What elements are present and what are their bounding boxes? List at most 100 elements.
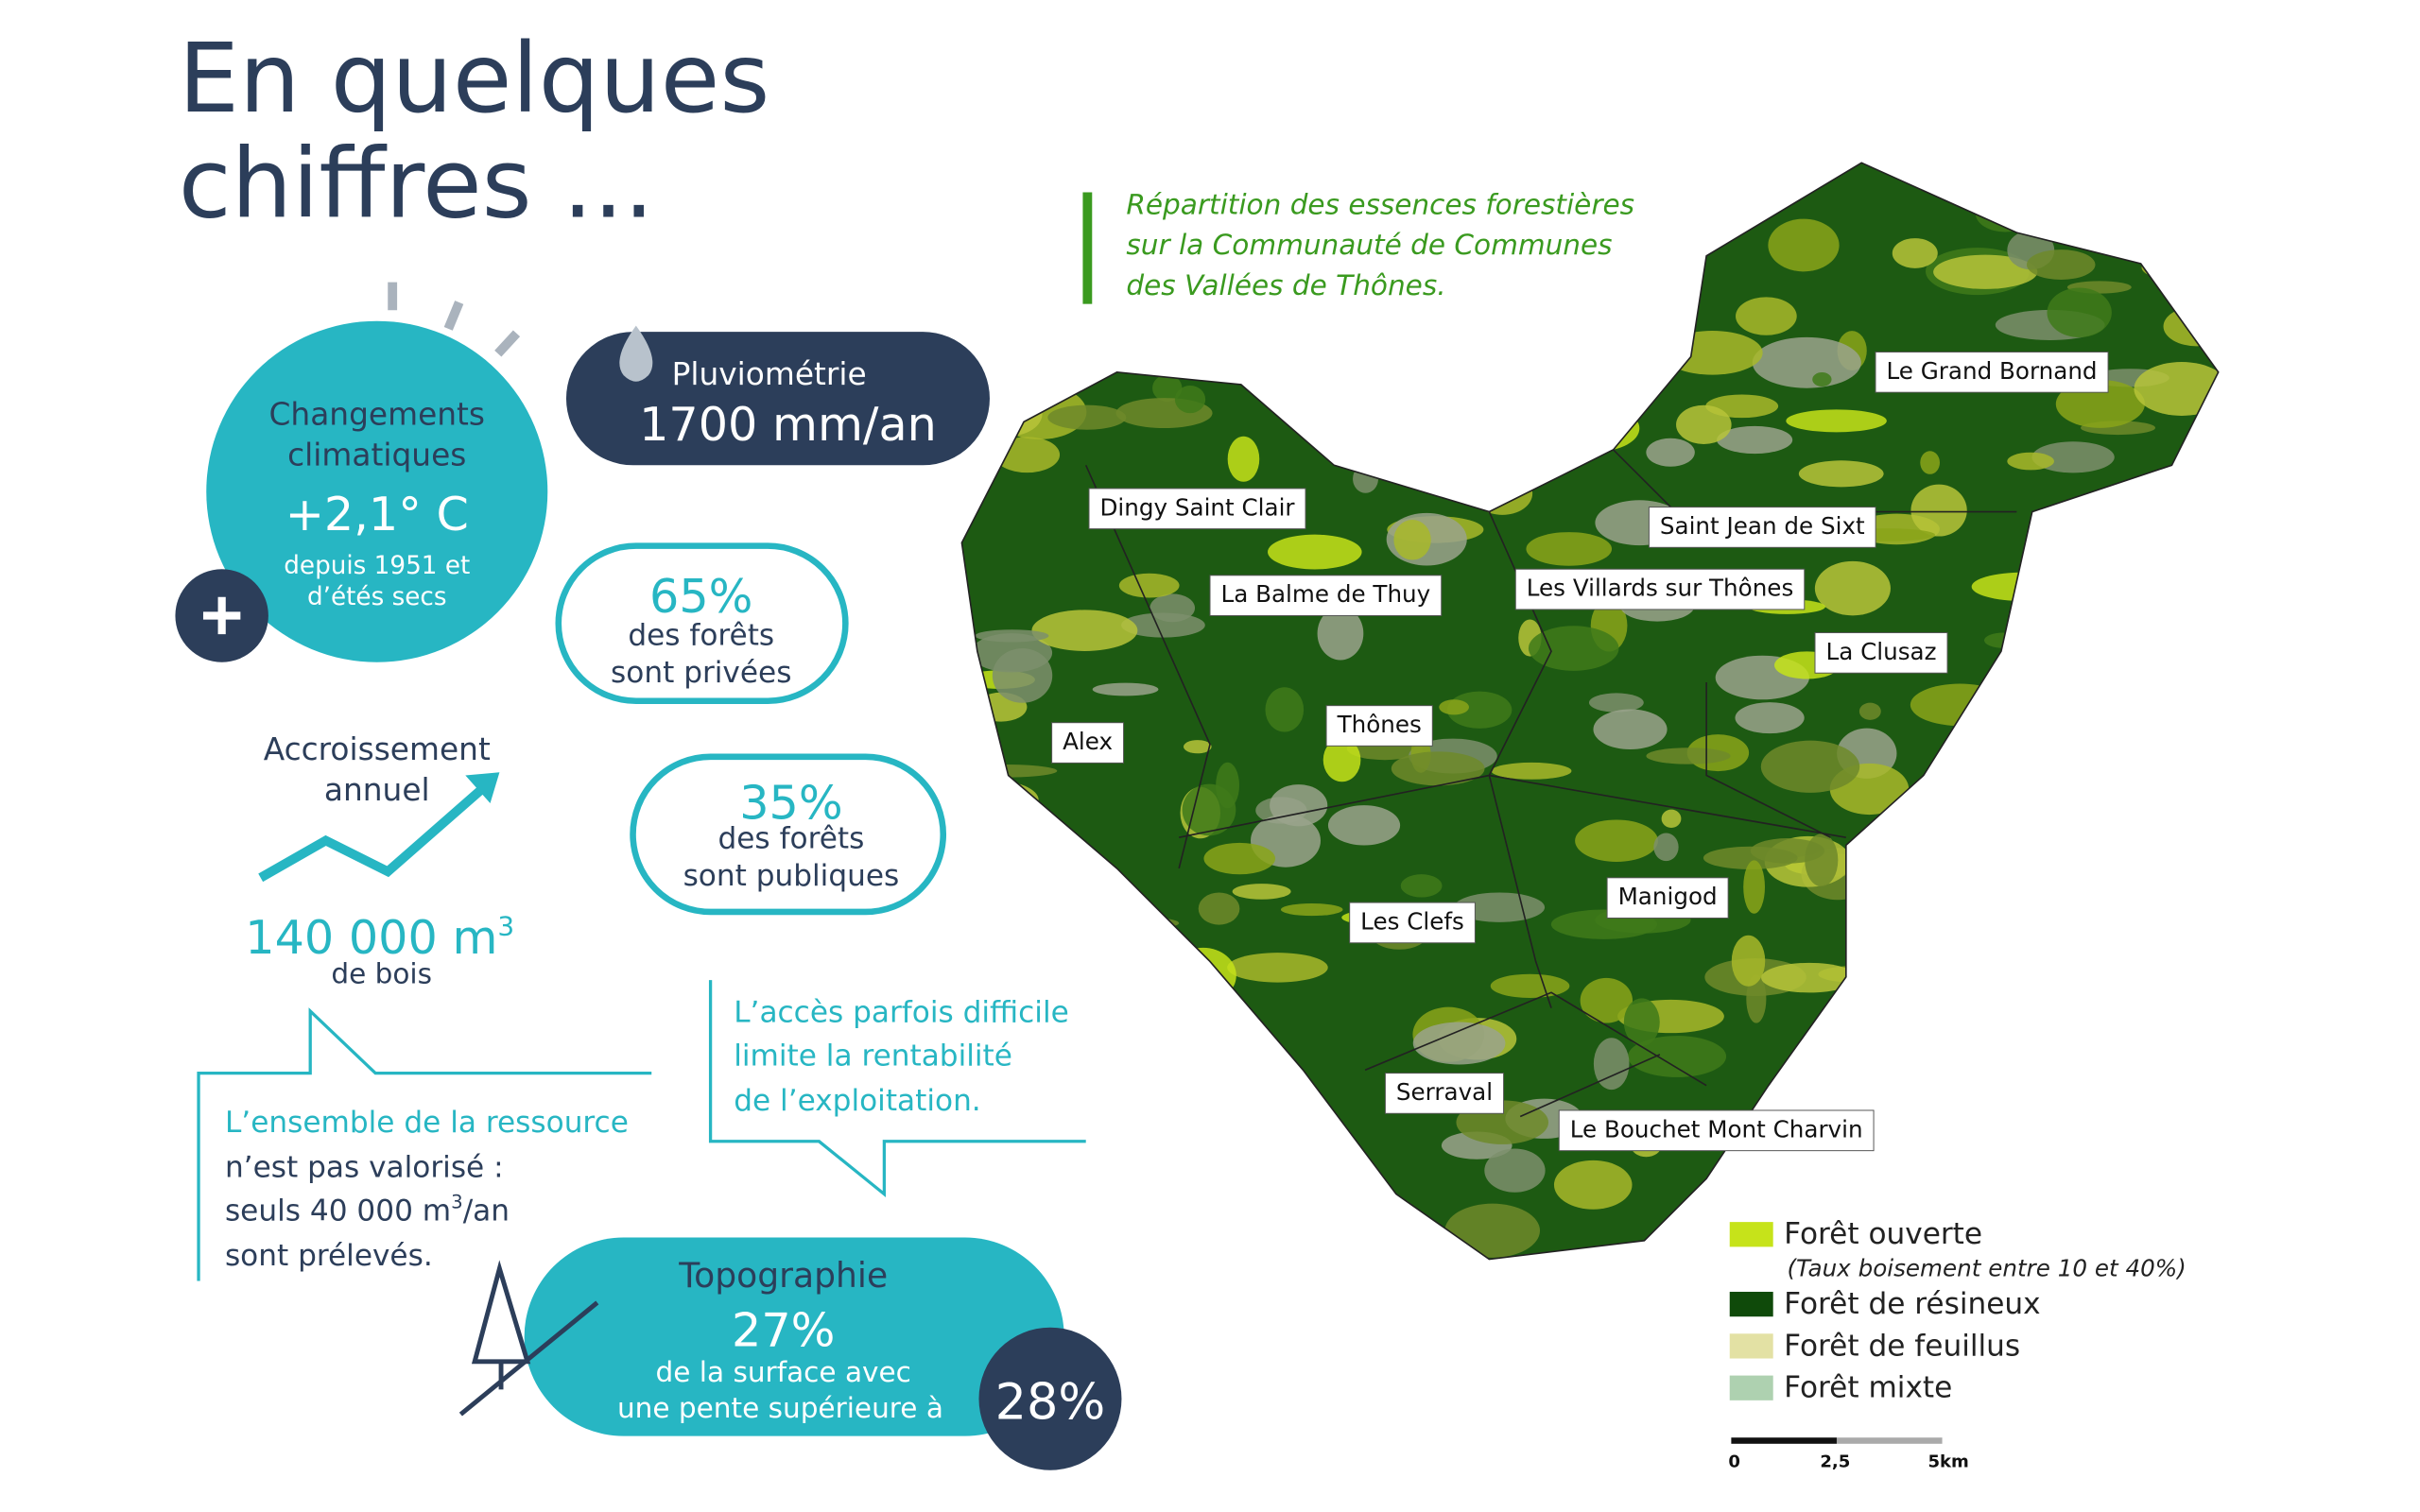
map-patch bbox=[1183, 740, 1212, 754]
map-patch bbox=[1387, 301, 1486, 323]
sup: 3 bbox=[497, 911, 514, 942]
map-patch bbox=[2145, 1118, 2219, 1172]
map-patch bbox=[2031, 441, 2115, 473]
private-text: des forêts bbox=[628, 619, 774, 653]
map-patch bbox=[1678, 1210, 1726, 1225]
map-patch bbox=[983, 1082, 1012, 1106]
map-patch bbox=[2141, 252, 2219, 283]
scale-bar-grey bbox=[1836, 1437, 1943, 1444]
legend-label: Forêt mixte bbox=[1784, 1371, 1952, 1405]
map-patch bbox=[1439, 699, 1469, 715]
map-patch bbox=[2047, 860, 2102, 888]
map-patch bbox=[1270, 784, 1328, 827]
map-patch bbox=[1077, 916, 1180, 931]
map-patch bbox=[1280, 902, 1343, 917]
rain-value: 1700 mm/an bbox=[639, 397, 937, 452]
map-patch bbox=[1662, 331, 1763, 375]
map-patch bbox=[1760, 740, 1860, 793]
map-patch bbox=[2136, 211, 2179, 232]
map-patch bbox=[1553, 1160, 1633, 1210]
map-patch bbox=[2134, 362, 2219, 416]
map-patch bbox=[2189, 669, 2219, 705]
map-patch bbox=[1761, 1159, 1783, 1211]
map-patch bbox=[2004, 870, 2115, 898]
map-patch bbox=[1058, 942, 1141, 985]
map-patch bbox=[1750, 838, 1825, 864]
map-patch bbox=[1303, 1235, 1414, 1260]
commune-label: Saint Jean de Sixt bbox=[1660, 512, 1865, 540]
map-patch bbox=[2087, 164, 2187, 199]
scale-label: 2,5 bbox=[1820, 1452, 1850, 1471]
map-patch bbox=[2152, 774, 2219, 799]
map-caption: Répartition des essences forestières bbox=[1126, 188, 1634, 220]
map-patch bbox=[1746, 974, 1767, 1023]
map-patch bbox=[1646, 747, 1731, 765]
map-patch bbox=[2083, 953, 2103, 988]
map-patch bbox=[1786, 409, 1887, 433]
map-patch bbox=[1265, 687, 1305, 732]
topo-text: une pente supérieure à bbox=[617, 1392, 943, 1424]
map-patch bbox=[1393, 520, 1431, 560]
commune-box bbox=[1384, 1073, 1505, 1114]
map-patch bbox=[1717, 163, 1764, 184]
legend-swatch bbox=[1729, 1222, 1773, 1247]
map-patch bbox=[2119, 1039, 2151, 1074]
map-patch bbox=[1528, 626, 1619, 671]
map-patch bbox=[1850, 913, 1875, 956]
map-patch bbox=[1366, 370, 1389, 390]
map-patch bbox=[1885, 946, 1951, 988]
map-patch bbox=[994, 437, 1061, 473]
map-patch bbox=[1798, 460, 1884, 488]
map-patch bbox=[2028, 1047, 2077, 1080]
private-text: sont privées bbox=[611, 656, 791, 690]
map-patch bbox=[1491, 762, 1572, 780]
map-patch bbox=[1910, 683, 2010, 727]
map-patch bbox=[1138, 962, 1187, 998]
slope-value: 28% bbox=[995, 1374, 1106, 1432]
map-patch bbox=[1653, 833, 1679, 862]
callout-text: limite la rentabilité bbox=[734, 1039, 1012, 1073]
commune-border bbox=[1364, 991, 1707, 1087]
map-patch bbox=[1174, 386, 1206, 414]
commune-box bbox=[1051, 722, 1125, 764]
commune-label: Thônes bbox=[1337, 711, 1422, 738]
map-patch bbox=[1466, 299, 1493, 355]
map-patch bbox=[1877, 1123, 1902, 1148]
map-patch bbox=[961, 821, 984, 867]
map-patch bbox=[1858, 702, 1881, 720]
map-patch bbox=[1171, 1062, 1221, 1119]
map-patch bbox=[1910, 484, 1967, 537]
map-patch bbox=[1391, 751, 1485, 786]
commune-box bbox=[1558, 1109, 1875, 1152]
callout-text: L’ensemble de la ressource bbox=[225, 1106, 629, 1140]
map-patch bbox=[2187, 617, 2219, 672]
map-patch bbox=[2104, 1113, 2213, 1139]
commune-label: Serraval bbox=[1396, 1078, 1493, 1106]
map-patch bbox=[1526, 532, 1613, 566]
map-patch bbox=[1268, 534, 1362, 570]
map-patch bbox=[1227, 436, 1260, 482]
map-patch bbox=[2016, 1087, 2094, 1106]
climate-title: climatiques bbox=[287, 437, 466, 472]
map-patch bbox=[2136, 1146, 2219, 1181]
slope-circle bbox=[978, 1327, 1122, 1470]
map-patch bbox=[1412, 1022, 1506, 1065]
map-patch bbox=[1933, 254, 2038, 289]
map-patch bbox=[1490, 322, 1570, 358]
map-patch bbox=[1480, 359, 1556, 397]
commune-box bbox=[1349, 902, 1476, 944]
tree-icon bbox=[458, 1260, 599, 1417]
map-patch bbox=[1118, 573, 1180, 598]
scale-label: 0 bbox=[1728, 1452, 1740, 1471]
climate-rays bbox=[388, 282, 521, 357]
map-patch bbox=[1446, 691, 1512, 729]
public-text: des forêts bbox=[717, 822, 864, 856]
map-patch bbox=[1435, 376, 1463, 408]
legend-note: (Taux boisement entre 10 et 40%) bbox=[1787, 1255, 2186, 1282]
map-patch bbox=[2047, 287, 2112, 338]
commune-label: Les Clefs bbox=[1360, 907, 1464, 935]
map-patch bbox=[1734, 183, 1792, 205]
map-patch bbox=[2043, 1044, 2083, 1082]
callout-text: L’accès parfois difficile bbox=[734, 995, 1069, 1029]
map-patch bbox=[1958, 1110, 1988, 1160]
